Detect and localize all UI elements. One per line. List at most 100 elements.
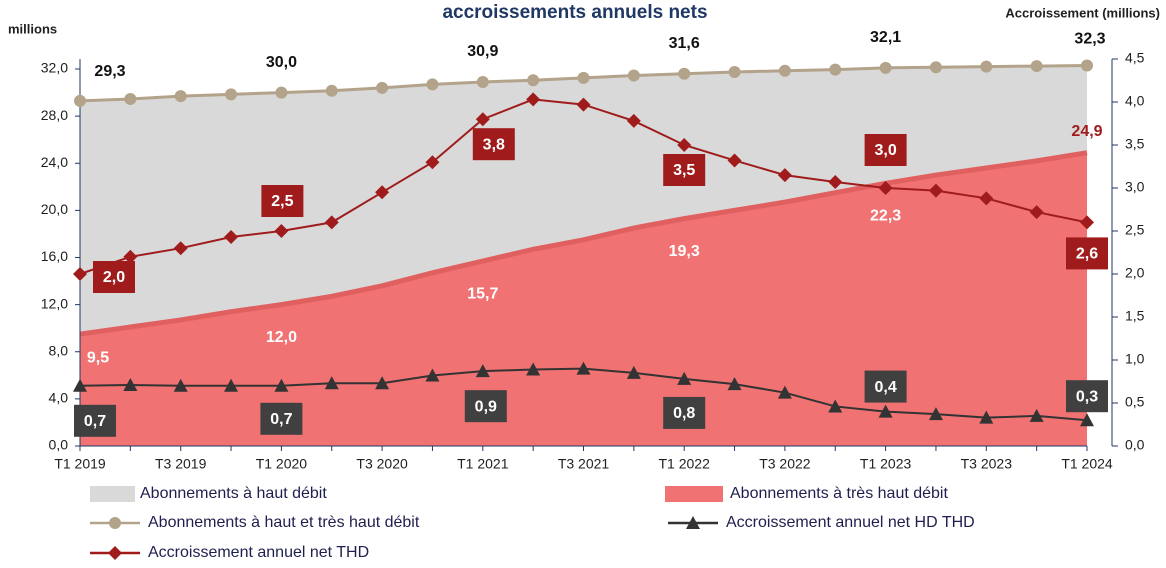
area — [80, 65, 1087, 335]
point — [73, 378, 87, 392]
point — [728, 65, 741, 78]
point — [677, 138, 692, 152]
y-tick-label: 28,0 — [41, 107, 68, 123]
data-label: 22,3 — [870, 208, 901, 225]
legend-swatch — [90, 486, 135, 502]
x-tick-label: T1 2024 — [1061, 456, 1113, 472]
point — [225, 88, 238, 101]
point — [980, 60, 993, 73]
point — [929, 61, 942, 74]
point — [777, 168, 792, 183]
label-box — [663, 396, 706, 429]
point — [1029, 408, 1044, 422]
point — [224, 230, 239, 245]
y-tick-label: 8,0 — [49, 342, 69, 358]
legend-label: Abonnements à très haut débit — [730, 485, 948, 502]
y-tick-label: 24,0 — [41, 154, 68, 170]
y2-tick-label: 1,0 — [1125, 351, 1145, 367]
y2-tick-label: 4,5 — [1125, 50, 1145, 66]
point — [476, 75, 489, 88]
y2-tick-label: 2,0 — [1125, 265, 1145, 281]
y2-tick-label: 3,5 — [1125, 136, 1145, 152]
point — [878, 181, 893, 195]
label-box — [74, 404, 116, 437]
data-label: 24,9 — [1071, 123, 1102, 140]
y-tick-label: 16,0 — [41, 248, 68, 264]
point — [828, 399, 843, 413]
point — [124, 93, 137, 106]
point — [577, 71, 590, 84]
point — [274, 378, 289, 392]
legend-label: Abonnements à haut et très haut débit — [148, 514, 420, 531]
point — [425, 368, 440, 382]
point — [576, 361, 591, 375]
data-label: 32,1 — [870, 29, 901, 46]
data-label: 9,5 — [87, 349, 109, 366]
data-label: 30,9 — [467, 43, 498, 60]
point — [1029, 205, 1044, 220]
y2-tick-label: 0,5 — [1125, 394, 1145, 410]
y-tick-label: 12,0 — [41, 295, 68, 311]
point — [777, 385, 792, 399]
data-label: 3,0 — [874, 142, 896, 159]
point — [174, 90, 187, 103]
point — [576, 97, 591, 112]
data-label: 30,0 — [266, 54, 297, 71]
x-tick-label: T3 2019 — [155, 456, 207, 472]
point — [475, 112, 490, 127]
point — [727, 377, 742, 391]
data-label: 2,0 — [103, 269, 125, 286]
x-tick-label: T3 2023 — [961, 456, 1013, 472]
legend-label: Abonnements à haut débit — [140, 485, 327, 502]
point — [627, 69, 640, 82]
y2-tick-label: 3,0 — [1125, 179, 1145, 195]
point — [626, 365, 641, 379]
point — [678, 67, 691, 80]
data-label: 32,3 — [1074, 31, 1105, 48]
area — [80, 152, 1087, 446]
data-label: 3,5 — [673, 162, 695, 179]
point — [1030, 60, 1043, 73]
x-tick-label: T3 2022 — [759, 456, 811, 472]
point — [325, 84, 338, 97]
label-box — [260, 402, 303, 435]
point — [979, 410, 994, 424]
label-box — [261, 185, 304, 217]
legend-marker — [109, 517, 121, 529]
point — [123, 377, 138, 391]
point — [275, 86, 288, 99]
point — [375, 185, 390, 200]
point — [173, 378, 188, 392]
point — [626, 113, 641, 128]
point — [979, 191, 994, 206]
point — [677, 371, 692, 385]
area-edge — [79, 150, 1088, 337]
point — [878, 404, 893, 418]
point — [375, 376, 390, 390]
point — [173, 241, 188, 256]
point — [74, 94, 86, 107]
label-box — [864, 370, 907, 403]
label-box — [93, 261, 135, 293]
data-label: 29,3 — [94, 63, 125, 80]
label-box — [464, 390, 507, 423]
point — [928, 407, 943, 421]
label-box — [864, 134, 907, 166]
chart-title: accroissements annuels nets — [442, 2, 707, 23]
y2-tick-label: 4,0 — [1125, 93, 1145, 109]
x-tick-label: T1 2023 — [860, 456, 912, 472]
point — [526, 92, 541, 107]
y-tick-label: 0,0 — [49, 437, 69, 453]
point — [376, 81, 389, 94]
data-label: 0,9 — [475, 398, 497, 415]
point — [324, 215, 339, 230]
point — [727, 153, 742, 168]
data-label: 19,3 — [669, 243, 700, 260]
x-tick-label: T1 2019 — [54, 456, 106, 472]
y-tick-label: 32,0 — [41, 60, 68, 76]
point — [73, 267, 87, 281]
data-label: 2,6 — [1076, 246, 1098, 263]
point — [426, 78, 439, 91]
y-tick-label: 4,0 — [49, 390, 69, 406]
data-label: 0,7 — [84, 413, 106, 430]
